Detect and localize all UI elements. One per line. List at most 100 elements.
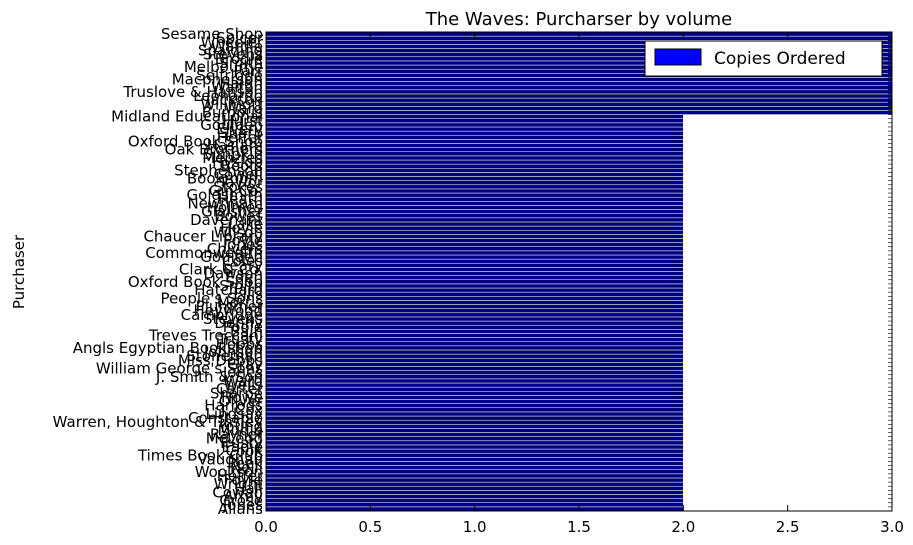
bar [265,238,684,243]
y-tick-label: Commonwealth [145,244,263,262]
y-tick-label: Haigh [219,75,263,93]
bar [265,481,684,487]
y-tick-label: Stevens [203,310,263,328]
y-tick-label: Heffer [217,128,264,146]
bar [265,168,684,173]
y-tick-label: Foyle [223,232,263,250]
y-tick-label: Davenant [190,211,263,229]
bar [265,89,893,95]
y-tick-label: Morris [217,293,263,311]
bar [265,465,684,470]
y-tick-label: Allans [218,500,263,518]
bar [265,205,684,210]
bar [265,324,684,330]
y-tick-label: Hurst [222,112,263,130]
bar [265,498,684,503]
bar [265,283,684,289]
y-tick-label: Cowell [214,165,263,183]
y-tick-label: Willmott [200,95,263,113]
y-tick-label: Howe [221,388,263,406]
y-tick-label: Gray [227,355,263,373]
legend-swatch [654,48,702,66]
y-tick-label: Foyle [223,471,263,489]
bar [265,469,684,475]
y-tick-label: Selfridge [196,66,263,84]
plot-frame [265,31,893,512]
bar [265,143,684,148]
y-tick-label: Poole [223,318,263,336]
bar [265,184,684,190]
bar [265,312,684,318]
bar [265,126,684,132]
bar [265,258,684,264]
y-tick-label: Hoyle [220,219,263,237]
y-tick-label: Leary [221,256,263,274]
bar [265,300,684,305]
bar [265,304,684,309]
y-tick-label: Neill [230,459,263,477]
y-tick-label: J. Smith & Son [155,368,263,386]
y-tick-label: Lake [228,215,263,233]
bar [265,382,684,388]
bar [265,139,684,144]
bar [265,452,684,458]
y-tick-label: Oxford Book Shop [128,132,263,150]
y-tick-label: Denny [214,314,263,332]
y-tick-label: Ward [225,372,264,390]
bar [265,316,684,322]
y-tick-label: Smith [219,54,263,72]
bar [265,357,684,363]
y-tick-label: Sesame Shop [161,25,263,43]
bar [265,209,684,214]
bar [265,196,684,202]
y-tick-label: Parr [233,62,263,80]
y-tick-label: Warren, Houghton & Tinsley [53,413,263,431]
bar [265,477,684,483]
y-tick-label: Woolfson [195,463,263,481]
y-tick-label: Goldsmith [187,186,263,204]
y-tick-label: Dawson [203,265,263,283]
bar [265,213,684,219]
y-tick-label: Brodie [215,50,263,68]
y-tick-label: Cook [225,442,263,460]
bar [265,275,684,281]
y-tick-label: Ellis [233,285,263,303]
y-tick-label: Truslove & Hanson [122,83,263,101]
bar [265,399,684,404]
y-tick-label: Stoneman [186,347,263,365]
bar [265,378,684,384]
y-tick-label: Bumpus [202,104,263,122]
y-tick-label: Oliver [219,393,264,411]
bar [265,366,684,371]
y-tick-label: Wilson [214,223,263,241]
bar [265,163,684,169]
y-tick-label: Walton [211,79,263,97]
bar [265,419,684,425]
bar [265,262,684,268]
bar [265,271,684,276]
legend: Copies Ordered [644,40,883,77]
y-tick-label: J. Cox [220,401,263,419]
bar [265,192,684,198]
y-tick-label: Hatchard [194,281,263,299]
bar [265,440,684,446]
bar [265,461,684,466]
y-tick-label: Chivers [207,240,263,258]
y-tick-label: Miss Dobbs [178,351,263,369]
y-tick-label: Treves Treccani [148,327,263,345]
y-tick-label: Grose [219,492,263,510]
bar [265,432,684,437]
bar [265,291,684,297]
y-tick-label: McLeod [206,430,263,448]
y-tick-label: Smith [219,277,263,295]
bar [265,225,684,231]
y-tick-label: Macpherson [172,70,263,88]
bar [265,122,684,128]
bar [265,457,684,462]
y-tick-label: Army [223,488,263,506]
bar [265,391,684,396]
bar [265,267,684,272]
y-tick-label: Young [217,417,263,435]
x-tick-label: 1.5 [567,518,591,536]
y-tick-label: Heffer [217,467,264,485]
